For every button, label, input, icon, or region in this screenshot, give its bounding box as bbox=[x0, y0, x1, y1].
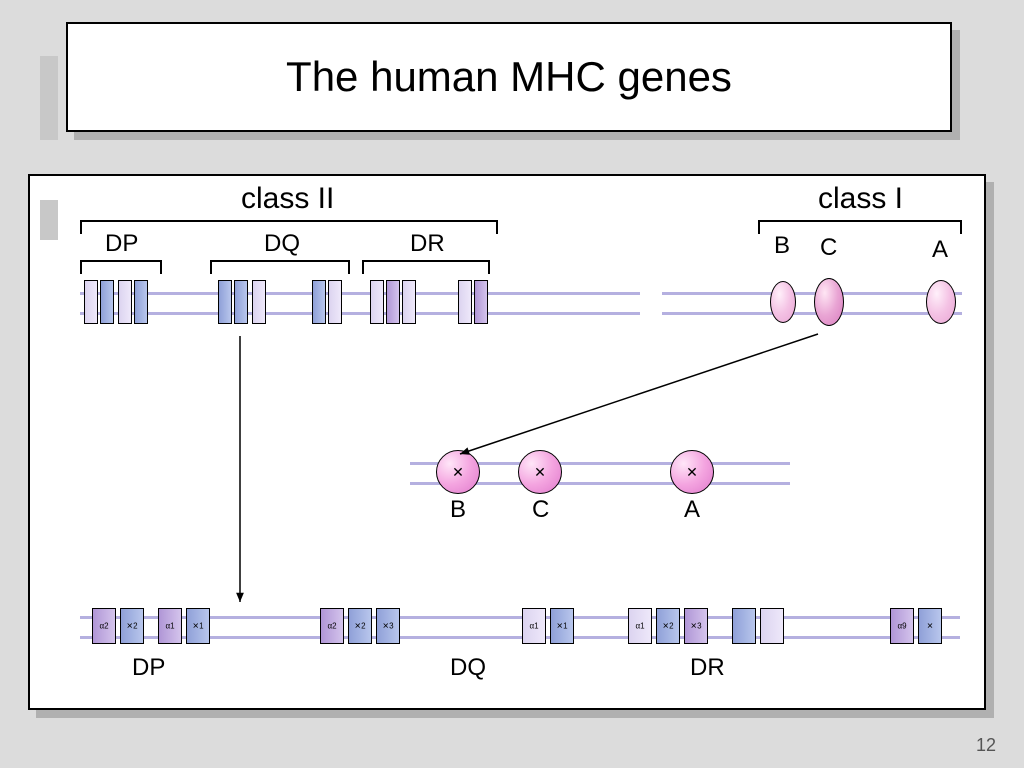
arrow-down bbox=[230, 326, 250, 612]
label-b-top: B bbox=[774, 232, 790, 260]
chrom-bot-b bbox=[80, 636, 960, 639]
chrom-top-1a bbox=[80, 292, 640, 295]
label-dq-bot: DQ bbox=[450, 654, 486, 682]
side-decor-mid bbox=[40, 200, 58, 240]
label-dq-top: DQ bbox=[264, 230, 300, 258]
gene-oval-0 bbox=[770, 281, 796, 323]
chrom-top-2b bbox=[662, 312, 962, 315]
chrom-bot-a bbox=[80, 616, 960, 619]
gene-bot-DR2-1 bbox=[760, 608, 784, 644]
label-a-top: A bbox=[932, 236, 948, 264]
gene-bot-DQ-0: α2 bbox=[320, 608, 344, 644]
gene-bot-DR3-0: α9 bbox=[890, 608, 914, 644]
gene-dp-2 bbox=[118, 280, 132, 324]
gene-bot-DP-1: ✕2 bbox=[120, 608, 144, 644]
bracket-dq bbox=[210, 260, 350, 272]
bracket-class1 bbox=[758, 220, 962, 232]
gene-oval-1 bbox=[814, 278, 844, 326]
gene-dra-2 bbox=[402, 280, 416, 324]
slide-title: The human MHC genes bbox=[286, 53, 732, 101]
gene-bot-DR3-1: ✕ bbox=[918, 608, 942, 644]
gene-dqb-1 bbox=[328, 280, 342, 324]
label-class2: class II bbox=[241, 182, 334, 216]
label-dp-bot: DP bbox=[132, 654, 165, 682]
label-mid-0: B bbox=[450, 496, 466, 524]
gene-bot-DP-2: α1 bbox=[158, 608, 182, 644]
label-mid-1: C bbox=[532, 496, 549, 524]
gene-drb-1 bbox=[474, 280, 488, 324]
gene-dp-0 bbox=[84, 280, 98, 324]
label-dp-top: DP bbox=[105, 230, 138, 258]
gene-bot-DQ-1: ✕2 bbox=[348, 608, 372, 644]
title-box: The human MHC genes bbox=[66, 22, 952, 132]
bracket-dr bbox=[362, 260, 490, 272]
diagram-panel: class IIclass IDPDQDRBCA✕B✕C✕Aα2✕2α1✕1α2… bbox=[28, 174, 986, 710]
gene-bot-DR1-1: ✕2 bbox=[656, 608, 680, 644]
gene-bot-DQ2-0: α1 bbox=[522, 608, 546, 644]
label-dr-top: DR bbox=[410, 230, 445, 258]
gene-oval-2 bbox=[926, 280, 956, 324]
bracket-dp bbox=[80, 260, 162, 272]
chrom-top-2a bbox=[662, 292, 962, 295]
gene-drb-0 bbox=[458, 280, 472, 324]
gene-dqa-2 bbox=[252, 280, 266, 324]
page-number: 12 bbox=[976, 735, 996, 756]
gene-dqa-1 bbox=[234, 280, 248, 324]
label-class1: class I bbox=[818, 182, 903, 216]
gene-dra-0 bbox=[370, 280, 384, 324]
gene-bot-DR1-2: ✕3 bbox=[684, 608, 708, 644]
gene-dqa-0 bbox=[218, 280, 232, 324]
gene-bot-DP-3: ✕1 bbox=[186, 608, 210, 644]
arrow-diag bbox=[450, 324, 828, 464]
label-mid-2: A bbox=[684, 496, 700, 524]
gene-bot-DQ-2: ✕3 bbox=[376, 608, 400, 644]
gene-dp-1 bbox=[100, 280, 114, 324]
chrom-top-1b bbox=[80, 312, 640, 315]
gene-bot-DR2-0 bbox=[732, 608, 756, 644]
gene-bot-DQ2-1: ✕1 bbox=[550, 608, 574, 644]
label-c-top: C bbox=[820, 234, 837, 262]
gene-bot-DR1-0: α1 bbox=[628, 608, 652, 644]
gene-dp-3 bbox=[134, 280, 148, 324]
label-dr-bot: DR bbox=[690, 654, 725, 682]
gene-dra-1 bbox=[386, 280, 400, 324]
side-decor-top bbox=[40, 56, 58, 140]
gene-dqb-0 bbox=[312, 280, 326, 324]
gene-bot-DP-0: α2 bbox=[92, 608, 116, 644]
